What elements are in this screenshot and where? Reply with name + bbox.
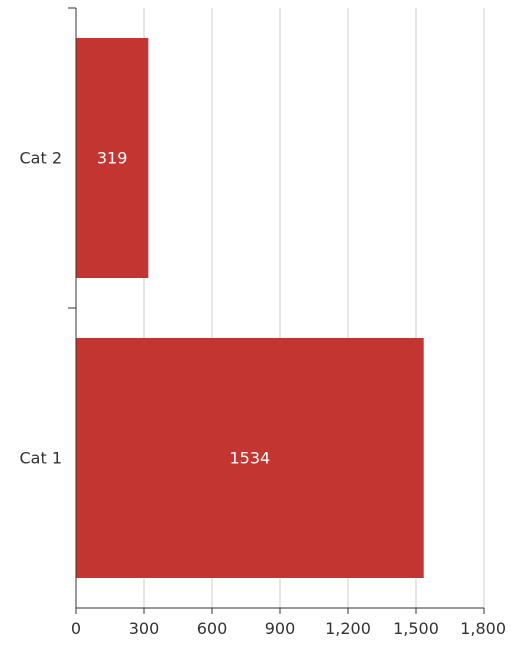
bar-value-label: 319	[97, 149, 128, 168]
x-tick-label: 1,200	[325, 619, 371, 638]
bar[interactable]	[76, 38, 149, 278]
bar-value-label: 1534	[229, 449, 270, 468]
x-tick-label: 900	[265, 619, 296, 638]
bar[interactable]	[76, 338, 424, 578]
x-tick-label: 600	[197, 619, 228, 638]
category-label: Cat 1	[19, 449, 62, 468]
bars	[76, 38, 424, 578]
x-tick-label: 300	[129, 619, 160, 638]
labels: 1534 Cat 1 319 Cat 2 0 300 600 900 1,200 1,500 1,8…	[19, 149, 506, 639]
x-tick-label: 0	[71, 619, 81, 638]
category-label: Cat 2	[19, 149, 62, 168]
x-tick-label: 1,800	[460, 619, 506, 638]
x-tick-label: 1,500	[393, 619, 439, 638]
ticks	[68, 7, 485, 614]
